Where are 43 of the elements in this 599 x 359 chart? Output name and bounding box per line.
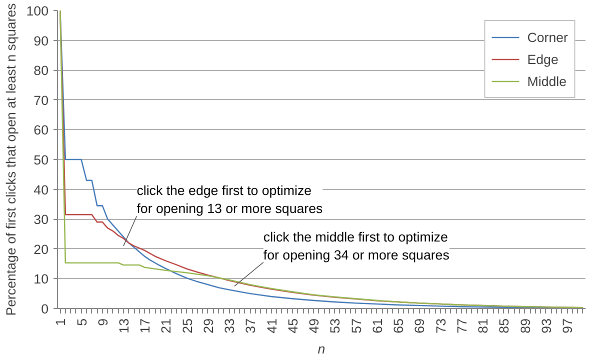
legend-label: Edge xyxy=(527,52,558,66)
x-tick-label: 53 xyxy=(328,318,343,334)
y-tick-label: 20 xyxy=(34,242,49,257)
annotation: click the middle first to optimize for opening 34 or more squares xyxy=(263,229,450,262)
x-tick-label: 65 xyxy=(391,318,406,334)
x-tick-label: 37 xyxy=(243,318,258,334)
x-tick-label: 81 xyxy=(476,318,491,334)
y-tick-label: 90 xyxy=(34,33,49,48)
legend-label: Middle xyxy=(527,74,567,88)
y-tick-label: 40 xyxy=(34,182,49,198)
x-tick-label: 77 xyxy=(454,318,470,334)
x-tick-label: 25 xyxy=(180,318,195,334)
x-tick-label: 89 xyxy=(518,318,533,334)
x-tick-label: 45 xyxy=(285,318,300,334)
x-tick-label: 9 xyxy=(95,318,110,326)
x-tick-label: 33 xyxy=(222,318,238,334)
x-tick-label: 57 xyxy=(348,318,364,334)
y-tick-label: 10 xyxy=(34,272,49,287)
x-axis-title: n xyxy=(318,341,326,356)
x-tick-label: 93 xyxy=(538,318,554,334)
y-tick-label: 30 xyxy=(34,212,49,228)
x-tick-label: 61 xyxy=(370,318,385,334)
y-tick-label: 70 xyxy=(34,92,49,108)
y-tick-label: 50 xyxy=(34,152,49,168)
x-tick-label: 1 xyxy=(53,318,68,326)
x-tick-label: 17 xyxy=(138,318,153,334)
x-tick-label: 97 xyxy=(560,318,576,334)
x-tick-label: 69 xyxy=(412,318,428,334)
x-tick-label: 73 xyxy=(433,318,448,334)
x-tick-label: 41 xyxy=(264,318,280,334)
y-tick-label: 60 xyxy=(34,122,49,138)
y-tick-label: 0 xyxy=(41,302,49,316)
legend-label: Corner xyxy=(527,30,568,44)
y-tick-label: 100 xyxy=(26,4,49,18)
x-tick-label: 13 xyxy=(116,318,132,334)
x-tick-label: 49 xyxy=(306,318,322,334)
y-axis-title: Percentage of first clicks that open at least n squares xyxy=(3,2,18,316)
x-tick-label: 21 xyxy=(158,318,174,334)
y-tick-label: 80 xyxy=(34,63,49,78)
x-tick-label: 85 xyxy=(496,318,512,334)
x-tick-label: 29 xyxy=(200,318,216,334)
x-tick-label: 5 xyxy=(74,318,90,326)
annotation: click the edge first to optimize for opening 13 or more squares xyxy=(136,183,323,216)
